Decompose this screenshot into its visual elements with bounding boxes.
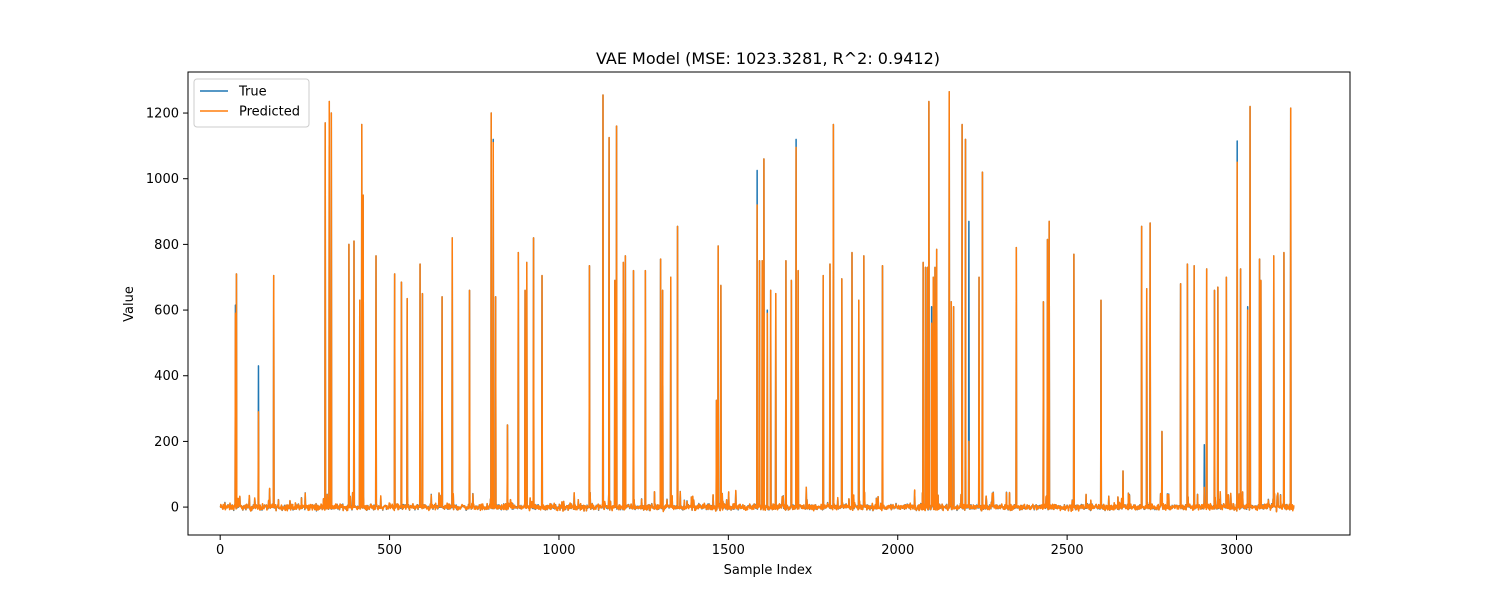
x-tick-label: 500: [377, 543, 402, 558]
legend-label-predicted: Predicted: [239, 105, 300, 120]
series-layer: [219, 90, 1295, 513]
y-tick-label: 600: [154, 304, 179, 319]
x-tick-label: 2000: [881, 543, 914, 558]
x-tick-label: 1000: [542, 543, 575, 558]
plot-area-frame: [187, 71, 1351, 536]
y-tick-label: 400: [154, 369, 179, 384]
series-line-predicted: [219, 90, 1295, 513]
chart-title: VAE Model (MSE: 1023.3281, R^2: 0.9412): [596, 49, 940, 68]
x-tick-label: 1500: [712, 543, 745, 558]
legend-label-true: True: [238, 85, 267, 100]
y-tick-label: 1200: [146, 107, 179, 122]
y-axis: 0 200 400 600 800 1000 1200: [146, 107, 188, 516]
x-axis: 0 500 1000 1500 2000 2500 3000: [216, 535, 1253, 558]
x-tick-label: 2500: [1051, 543, 1084, 558]
y-tick-label: 1000: [146, 172, 179, 187]
y-tick-label: 200: [154, 435, 179, 450]
legend: True Predicted: [193, 78, 310, 128]
x-tick-label: 3000: [1220, 543, 1253, 558]
y-axis-label: Value: [122, 286, 137, 322]
x-axis-label: Sample Index: [724, 563, 813, 578]
y-tick-label: 0: [171, 501, 179, 516]
x-tick-label: 0: [216, 543, 224, 558]
y-tick-label: 800: [154, 238, 179, 253]
